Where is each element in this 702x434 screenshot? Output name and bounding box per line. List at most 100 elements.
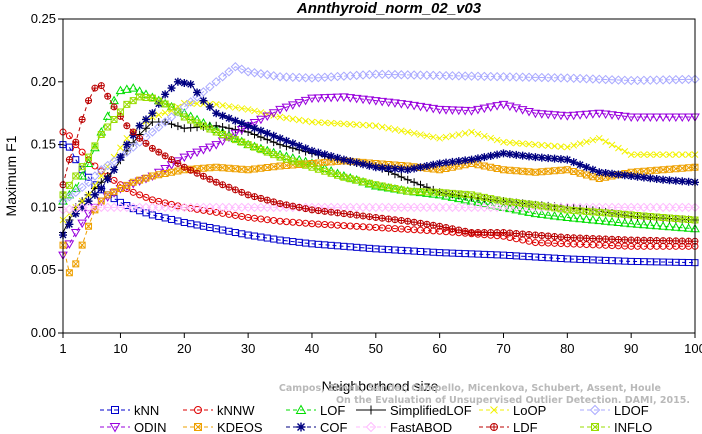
- data-point: [461, 129, 469, 137]
- data-point: [683, 74, 694, 85]
- data-point: [339, 155, 348, 164]
- legend-marker: [194, 423, 202, 431]
- data-point: [550, 154, 559, 163]
- data-point: [581, 214, 592, 223]
- data-point: [442, 164, 450, 172]
- data-point: [538, 168, 546, 176]
- data-point: [313, 94, 324, 103]
- data-point: [659, 166, 667, 174]
- data-point: [588, 74, 598, 84]
- y-tick-label: 0.15: [31, 137, 56, 152]
- data-point: [237, 202, 247, 213]
- data-point: [588, 165, 597, 174]
- data-point: [90, 202, 100, 213]
- data-point: [576, 234, 584, 242]
- legend-label: FastABOD: [390, 420, 452, 434]
- data-point: [562, 73, 573, 83]
- data-point: [678, 177, 687, 186]
- data-point: [595, 134, 603, 142]
- data-point: [116, 153, 125, 162]
- data-point: [224, 114, 233, 123]
- data-point: [664, 113, 675, 122]
- data-point: [403, 165, 412, 174]
- data-point: [479, 202, 490, 213]
- data-point: [409, 101, 419, 111]
- data-point: [238, 188, 246, 196]
- data-point: [506, 229, 514, 237]
- data-point: [205, 82, 215, 92]
- data-point: [85, 97, 93, 105]
- data-point: [543, 110, 554, 120]
- data-point: [582, 163, 591, 172]
- data-point: [168, 156, 176, 164]
- data-point: [671, 202, 681, 213]
- data-point: [397, 173, 406, 182]
- data-point: [492, 202, 502, 213]
- data-point: [287, 101, 298, 110]
- data-point: [257, 164, 265, 172]
- data-point: [422, 161, 431, 170]
- data-point: [390, 99, 400, 108]
- data-point: [570, 234, 578, 242]
- data-point: [115, 85, 126, 95]
- data-point: [537, 72, 547, 83]
- data-point: [512, 150, 521, 159]
- data-point: [294, 99, 305, 108]
- data-point: [530, 72, 541, 83]
- data-point: [486, 71, 496, 82]
- data-point: [460, 106, 471, 116]
- data-point: [307, 94, 317, 104]
- data-point: [366, 122, 373, 129]
- data-point: [154, 122, 164, 132]
- data-point: [581, 74, 592, 84]
- data-point: [664, 221, 675, 231]
- data-point: [155, 148, 163, 156]
- data-point: [626, 75, 636, 86]
- data-point: [576, 160, 585, 169]
- data-point: [136, 191, 144, 199]
- data-point: [268, 202, 279, 213]
- data-point: [474, 229, 482, 236]
- data-point: [251, 193, 259, 201]
- data-point: [167, 84, 176, 93]
- data-point: [339, 93, 349, 102]
- data-point: [295, 203, 303, 211]
- data-point: [620, 75, 630, 85]
- data-point: [621, 236, 629, 244]
- data-point: [621, 148, 629, 155]
- data-point: [551, 167, 559, 175]
- data-point: [422, 188, 432, 197]
- data-point: [211, 77, 221, 87]
- legend-marker: [490, 406, 498, 414]
- data-point: [404, 128, 412, 136]
- data-point: [180, 124, 189, 133]
- data-point: [123, 100, 131, 108]
- series-line: [62, 206, 695, 211]
- data-point: [409, 70, 419, 80]
- data-point: [91, 84, 99, 92]
- data-point: [678, 237, 686, 245]
- data-point: [575, 73, 585, 84]
- data-point: [359, 212, 367, 220]
- data-point: [614, 236, 622, 243]
- data-point: [549, 210, 560, 220]
- legend-item-FastABOD: FastABOD: [356, 420, 452, 434]
- data-point: [474, 130, 482, 138]
- data-point: [83, 202, 94, 213]
- data-point: [262, 112, 273, 121]
- x-tick-label: 50: [369, 341, 383, 356]
- data-point: [205, 202, 215, 213]
- data-point: [371, 69, 381, 79]
- data-point: [633, 172, 642, 181]
- data-point: [607, 111, 617, 120]
- x-tick-label: 60: [432, 341, 446, 356]
- data-point: [519, 230, 527, 238]
- data-point: [608, 235, 616, 243]
- data-point: [102, 111, 113, 120]
- data-point: [422, 70, 432, 80]
- data-point: [147, 127, 158, 137]
- data-point: [174, 160, 182, 167]
- x-tick-label: 30: [241, 341, 255, 356]
- data-point: [148, 109, 157, 118]
- data-point: [568, 213, 579, 222]
